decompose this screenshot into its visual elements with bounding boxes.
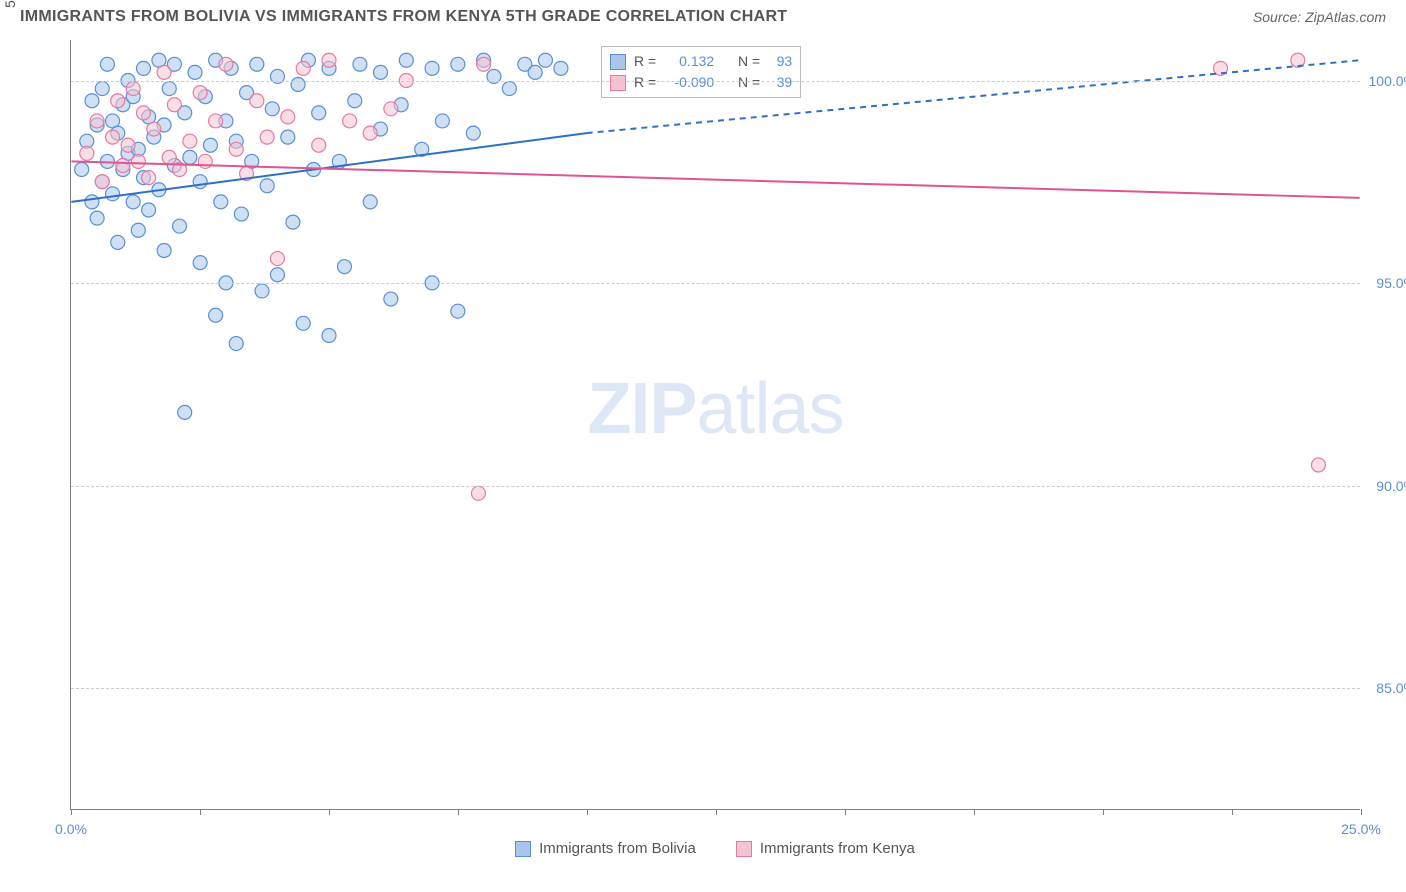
x-tick-label: 0.0% — [55, 821, 87, 837]
x-tick-label: 25.0% — [1341, 821, 1381, 837]
legend-swatch-bolivia — [515, 841, 531, 857]
y-tick-label: 90.0% — [1376, 478, 1406, 494]
legend-label-kenya: Immigrants from Kenya — [760, 840, 915, 857]
legend-swatch-kenya — [736, 841, 752, 857]
chart-title: IMMIGRANTS FROM BOLIVIA VS IMMIGRANTS FR… — [20, 8, 787, 26]
legend-label-bolivia: Immigrants from Bolivia — [539, 840, 696, 857]
y-tick-label: 95.0% — [1376, 275, 1406, 291]
y-tick-label: 85.0% — [1376, 680, 1406, 696]
watermark: ZIPatlas — [587, 368, 843, 450]
stats-row: R =-0.090 N = 39 — [610, 72, 792, 93]
source-label: Source: ZipAtlas.com — [1253, 9, 1386, 25]
stats-legend-box: R =0.132 N = 93 R =-0.090 N = 39 — [601, 46, 801, 98]
bottom-legend: Immigrants from Bolivia Immigrants from … — [70, 840, 1360, 857]
y-axis-label: 5th Grade — [2, 0, 18, 8]
y-tick-label: 100.0% — [1369, 73, 1406, 89]
plot-area: ZIPatlas R =0.132 N = 93 R =-0.090 N = 3… — [70, 40, 1360, 810]
stats-row: R =0.132 N = 93 — [610, 51, 792, 72]
